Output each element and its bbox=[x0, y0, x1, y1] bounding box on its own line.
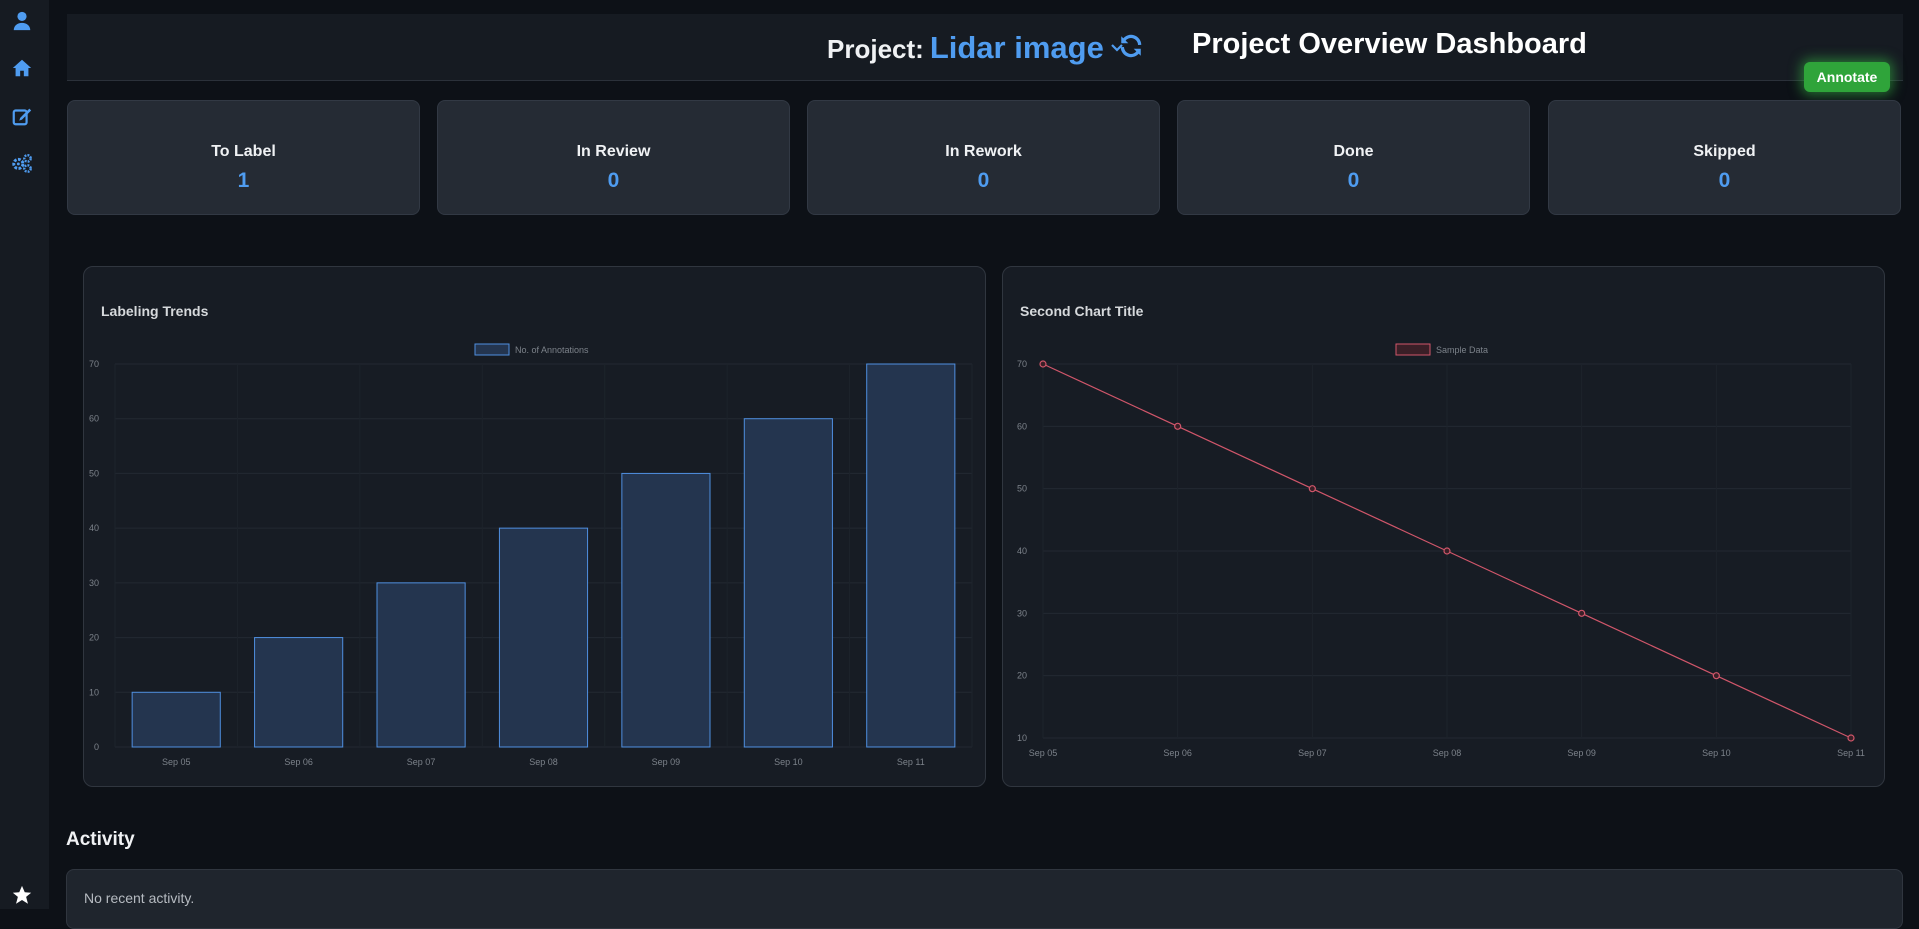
top-bar bbox=[67, 14, 1903, 81]
project-selector[interactable]: Project: Lidar image bbox=[827, 30, 1124, 66]
stat-value: 1 bbox=[237, 169, 250, 192]
stat-card-in-review: In Review 0 bbox=[437, 100, 790, 215]
data-point bbox=[1443, 547, 1451, 555]
star-icon[interactable] bbox=[10, 883, 34, 907]
stat-value: 0 bbox=[1347, 169, 1360, 192]
stat-card-to-label: To Label 1 bbox=[67, 100, 420, 215]
y-tick-label: 0 bbox=[94, 742, 99, 752]
stat-value: 0 bbox=[1718, 169, 1731, 192]
data-point bbox=[1039, 360, 1047, 368]
stat-card-skipped: Skipped 0 bbox=[1548, 100, 1901, 215]
stat-value: 0 bbox=[607, 169, 620, 192]
stat-label: In Rework bbox=[945, 143, 1022, 160]
chevron-down-icon[interactable] bbox=[1110, 41, 1124, 55]
y-tick-label: 10 bbox=[89, 687, 99, 697]
legend-swatch bbox=[474, 343, 510, 356]
y-tick-label: 10 bbox=[1017, 733, 1027, 743]
x-tick-label: Sep 09 bbox=[1567, 748, 1596, 758]
data-point bbox=[1712, 672, 1720, 680]
bar bbox=[498, 527, 589, 748]
bar bbox=[866, 363, 956, 748]
x-tick-label: Sep 08 bbox=[529, 757, 558, 767]
x-tick-label: Sep 07 bbox=[1298, 748, 1327, 758]
stat-card-done: Done 0 bbox=[1177, 100, 1530, 215]
bar-chart: 0 10 20 30 40 50 60 70 Sep 05 Sep 06 Sep 07 Sep 08 S… bbox=[89, 343, 973, 767]
x-tick-label: Sep 11 bbox=[897, 757, 925, 767]
bar bbox=[254, 637, 344, 748]
line-chart: 10 20 30 40 50 60 70 Sep 05 Sep 06 Sep 07 Sep 08 Se… bbox=[1017, 343, 1865, 758]
bar bbox=[376, 582, 466, 748]
labeling-trends-panel: Labeling Trends 0 10 20 30 40 50 60 70 Sep 05 Sep… bbox=[83, 266, 986, 787]
sidebar bbox=[0, 0, 49, 909]
stat-label: Done bbox=[1333, 143, 1374, 160]
data-point bbox=[1308, 485, 1316, 493]
x-tick-label: Sep 11 bbox=[1837, 748, 1865, 758]
x-tick-label: Sep 09 bbox=[652, 757, 681, 767]
second-chart-panel: Second Chart Title 10 20 30 40 50 60 70 Sep 05 S… bbox=[1002, 266, 1885, 787]
data-point bbox=[1578, 609, 1586, 617]
user-icon[interactable] bbox=[10, 9, 34, 33]
stat-label: To Label bbox=[211, 143, 276, 160]
x-tick-label: Sep 10 bbox=[1702, 748, 1731, 758]
project-label: Project: bbox=[827, 34, 924, 64]
x-tick-label: Sep 07 bbox=[407, 757, 436, 767]
y-tick-label: 50 bbox=[89, 468, 99, 478]
activity-list: No recent activity. bbox=[66, 869, 1903, 929]
x-tick-label: Sep 06 bbox=[1163, 748, 1192, 758]
stat-label: In Review bbox=[576, 143, 651, 160]
bar bbox=[621, 472, 711, 748]
y-tick-label: 70 bbox=[89, 359, 99, 369]
page-title: Project Overview Dashboard bbox=[1192, 28, 1587, 60]
x-tick-label: Sep 10 bbox=[774, 757, 803, 767]
annotate-button[interactable]: Annotate bbox=[1804, 62, 1890, 92]
home-icon[interactable] bbox=[10, 56, 34, 80]
legend-label: No. of Annotations bbox=[515, 345, 589, 355]
bar bbox=[743, 418, 833, 748]
y-tick-label: 20 bbox=[1017, 671, 1027, 681]
legend-label: Sample Data bbox=[1436, 345, 1488, 355]
data-point bbox=[1174, 422, 1182, 430]
project-name-dropdown[interactable]: Lidar image bbox=[929, 30, 1104, 65]
refresh-icon[interactable] bbox=[1118, 33, 1144, 59]
y-tick-label: 30 bbox=[89, 578, 99, 588]
stat-label: Skipped bbox=[1693, 143, 1756, 160]
x-tick-label: Sep 06 bbox=[284, 757, 313, 767]
x-tick-label: Sep 05 bbox=[162, 757, 191, 767]
y-tick-label: 20 bbox=[89, 633, 99, 643]
y-tick-label: 50 bbox=[1017, 484, 1027, 494]
y-tick-label: 60 bbox=[89, 414, 99, 424]
stat-card-in-rework: In Rework 0 bbox=[807, 100, 1160, 215]
activity-empty-text: No recent activity. bbox=[84, 890, 195, 906]
bar bbox=[131, 691, 221, 748]
chart-title: Second Chart Title bbox=[1020, 303, 1144, 319]
settings-icon[interactable] bbox=[10, 151, 34, 175]
x-tick-label: Sep 05 bbox=[1029, 748, 1058, 758]
y-tick-label: 70 bbox=[1017, 359, 1027, 369]
legend-swatch bbox=[1395, 343, 1431, 356]
stat-value: 0 bbox=[977, 169, 990, 192]
data-point bbox=[1847, 734, 1855, 742]
y-tick-label: 60 bbox=[1017, 421, 1027, 431]
edit-icon[interactable] bbox=[10, 104, 34, 128]
activity-title: Activity bbox=[66, 829, 135, 850]
y-tick-label: 40 bbox=[1017, 546, 1027, 556]
x-tick-label: Sep 08 bbox=[1433, 748, 1462, 758]
y-tick-label: 30 bbox=[1017, 608, 1027, 618]
y-tick-label: 40 bbox=[89, 523, 99, 533]
chart-title: Labeling Trends bbox=[101, 303, 209, 319]
